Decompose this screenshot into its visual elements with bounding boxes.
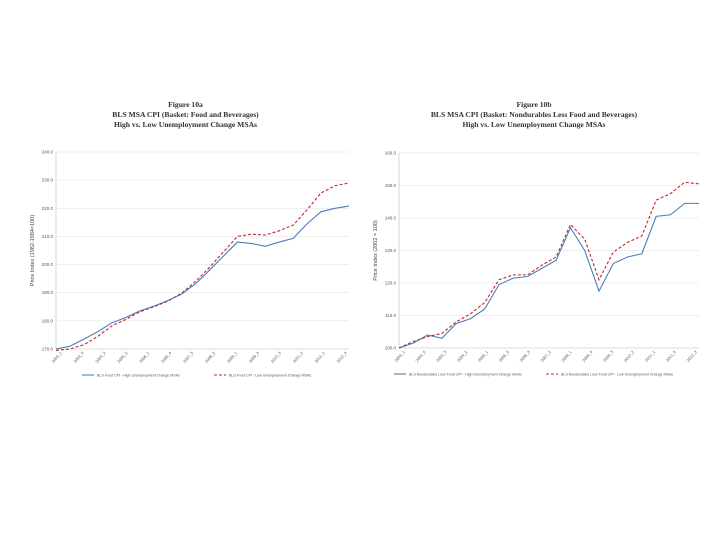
line-chart-figure-10a: 170.0 180.0 190.0 200.0 210.0 220.0 230.0 240.0… (30, 150, 350, 377)
y-tick-label: 200.0 (42, 262, 54, 267)
x-tick-label: 2005_1 (477, 349, 490, 363)
chart-title: BLS MSA CPI (Basket: Nondurables Less Fo… (430, 110, 638, 119)
x-tick-label: 2008_1 (560, 349, 573, 363)
chart-titles: Figure 10a BLS MSA CPI (Basket: Food and… (18, 100, 353, 130)
x-tick-label: 2004_3 (94, 350, 107, 364)
chart-title: BLS MSA CPI (Basket: Food and Beverages) (112, 110, 259, 119)
series-line-low-unemployment (55, 182, 350, 351)
x-tick-label: 2006_3 (518, 349, 531, 363)
x-tick-label: 2006_1 (138, 350, 151, 364)
y-axis-label: Price Index (2002 = 100) (373, 220, 379, 281)
x-tick-label: 2003_1 (50, 350, 63, 364)
x-tick-label: 2009_4 (248, 350, 261, 364)
x-tick-label: 2008_4 (581, 349, 594, 363)
legend-label: BLS Nondurables Less Food CPI - Low Unem… (561, 372, 673, 376)
x-tick-label: 2002_4 (414, 349, 427, 363)
y-axis-label: Price Index (1982-1984=100) (30, 215, 36, 287)
y-tick-label: 180.0 (42, 318, 54, 323)
y-tick-label: 140.0 (385, 216, 397, 221)
x-tick-label: 2010_2 (623, 349, 636, 363)
y-tick-label: 120.0 (385, 281, 397, 286)
x-tick-label: 2006_4 (160, 350, 173, 364)
line-chart-figure-10b: 100.0 110.0 120.0 130.0 140.0 150.0 160.0 Price… (373, 151, 700, 376)
y-tick-label: 170.0 (42, 347, 54, 352)
y-tick-label: 190.0 (42, 290, 54, 295)
x-tick-label: 2007_2 (539, 349, 552, 363)
figure-label: Figure 10b (516, 100, 552, 109)
x-tick-label: 2004_2 (456, 349, 469, 363)
y-tick-label: 100.0 (385, 346, 397, 351)
legend-label: BLS Food CPI - Low Unemployment Change M… (229, 373, 311, 377)
x-tick-label: 2012_4 (335, 350, 348, 364)
x-tick-label: 2011_1 (644, 349, 657, 363)
x-tick-label: 2005_4 (498, 349, 511, 363)
x-tick-label: 2010_3 (270, 350, 283, 364)
series-line-high-unemployment (55, 205, 350, 350)
x-tick-label: 2009_3 (602, 349, 615, 363)
x-tick-label: 2003_4 (72, 350, 85, 364)
y-tick-label: 210.0 (42, 234, 54, 239)
series-line-high-unemployment (398, 202, 699, 349)
x-tick-label: 2012_3 (685, 349, 698, 363)
legend-label: BLS Food CPI - High Unemployment Change … (97, 373, 180, 377)
x-tick-label: 2012_1 (313, 350, 326, 364)
x-tick-label: 2011_4 (665, 349, 678, 363)
x-tick-label: 2003_3 (435, 349, 448, 363)
y-tick-label: 220.0 (42, 206, 54, 211)
chart-panel-figure-10b: Figure 10b BLS MSA CPI (Basket: Nondurab… (364, 96, 704, 396)
figure-label: Figure 10a (168, 100, 203, 109)
y-tick-label: 110.0 (385, 313, 396, 318)
x-tick-label: 2008_2 (204, 350, 217, 364)
x-tick-label: 2007_3 (182, 350, 195, 364)
chart-subtitle: High vs. Low Unemployment Change MSAs (462, 120, 606, 129)
legend-label: BLS Nondurables Less Food CPI - High Une… (409, 372, 522, 376)
chart-titles: Figure 10b BLS MSA CPI (Basket: Nondurab… (364, 100, 704, 130)
y-tick-label: 130.0 (385, 248, 397, 253)
y-tick-label: 150.0 (385, 183, 397, 188)
chart-subtitle: High vs. Low Unemployment Change MSAs (113, 120, 258, 129)
x-tick-label: 2011_2 (292, 350, 305, 364)
y-tick-label: 230.0 (42, 178, 54, 183)
y-tick-label: 240.0 (42, 150, 54, 155)
y-tick-label: 160.0 (385, 151, 397, 156)
x-tick-label: 2002_1 (393, 349, 406, 363)
series-line-low-unemployment (398, 181, 700, 349)
x-tick-label: 2005_2 (116, 350, 129, 364)
chart-panel-figure-10a: Figure 10a BLS MSA CPI (Basket: Food and… (18, 96, 353, 396)
x-tick-label: 2009_1 (226, 350, 239, 364)
